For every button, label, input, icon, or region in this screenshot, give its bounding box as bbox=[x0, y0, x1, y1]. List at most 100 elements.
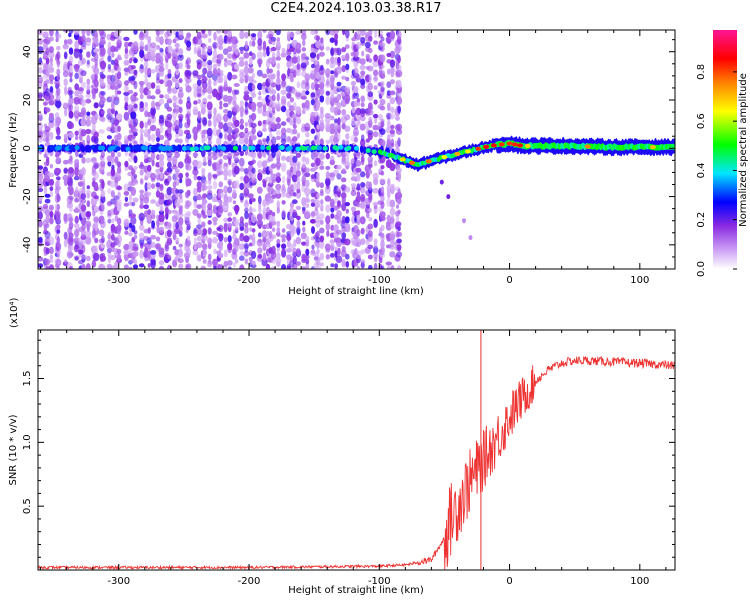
noise-blob bbox=[139, 178, 144, 183]
ridge-base bbox=[362, 146, 367, 154]
noise-blob bbox=[85, 119, 92, 127]
noise-blob bbox=[167, 209, 172, 215]
noise-blob bbox=[350, 80, 357, 86]
noise-blob bbox=[287, 101, 291, 108]
noise-blob bbox=[239, 150, 244, 157]
noise-blob bbox=[167, 254, 172, 260]
noise-blob bbox=[330, 243, 335, 250]
noise-blob bbox=[305, 132, 310, 138]
noise-blob bbox=[212, 230, 218, 235]
noise-blob bbox=[186, 189, 191, 197]
noise-blob bbox=[48, 36, 54, 42]
noise-blob bbox=[56, 94, 61, 102]
noise-blob bbox=[319, 165, 325, 170]
noise-blob bbox=[45, 156, 50, 162]
noise-blob bbox=[139, 237, 145, 246]
noise-blob bbox=[280, 95, 287, 105]
noise-blob bbox=[192, 106, 198, 114]
noise-blob bbox=[133, 128, 138, 133]
noise-blob bbox=[337, 200, 341, 207]
noise-blob bbox=[100, 253, 105, 257]
noise-blob bbox=[329, 37, 335, 43]
noise-blob bbox=[233, 165, 240, 175]
noise-blob bbox=[78, 48, 83, 54]
noise-blob bbox=[396, 30, 402, 40]
noise-blob bbox=[81, 117, 86, 124]
noise-blob bbox=[336, 81, 342, 87]
noise-blob bbox=[45, 129, 50, 139]
noise-blob bbox=[296, 132, 300, 139]
noise-blob bbox=[98, 229, 105, 237]
noise-blob bbox=[380, 165, 385, 170]
noise-blob bbox=[360, 249, 366, 255]
noise-blob bbox=[271, 189, 277, 197]
noise-blob bbox=[223, 217, 229, 223]
noise-blob bbox=[156, 72, 160, 81]
noise-blob bbox=[68, 186, 74, 196]
snr-frame bbox=[37, 329, 676, 571]
noise-blob bbox=[213, 79, 217, 86]
ridge-core bbox=[115, 146, 121, 152]
noise-blob bbox=[314, 30, 318, 35]
noise-blob bbox=[156, 154, 160, 161]
noise-blob bbox=[337, 117, 341, 126]
noise-blob bbox=[123, 91, 130, 96]
noise-blob bbox=[390, 138, 395, 147]
noise-blob bbox=[159, 79, 164, 85]
noise-blob bbox=[276, 37, 280, 42]
noise-blob bbox=[310, 202, 316, 208]
noise-blob bbox=[262, 199, 267, 208]
noise-blob bbox=[270, 102, 277, 110]
noise-blob bbox=[150, 241, 156, 248]
noise-blob bbox=[139, 41, 145, 47]
noise-blob bbox=[80, 40, 87, 47]
noise-blob bbox=[367, 223, 374, 230]
noise-blob bbox=[251, 84, 256, 91]
noise-blob bbox=[372, 187, 379, 194]
noise-blob bbox=[276, 252, 281, 260]
noise-blob bbox=[178, 106, 183, 114]
noise-blob bbox=[177, 89, 184, 99]
noise-blob bbox=[395, 146, 400, 154]
noise-blob bbox=[239, 30, 245, 40]
noise-blob bbox=[49, 163, 54, 169]
noise-blob bbox=[144, 182, 148, 192]
noise-blob bbox=[73, 223, 80, 228]
noise-blob bbox=[93, 205, 99, 213]
noise-blob bbox=[207, 220, 212, 225]
noise-blob bbox=[185, 133, 192, 140]
noise-blob bbox=[295, 261, 301, 266]
colorbar-tick-label: 0.8 bbox=[696, 64, 707, 80]
noise-blob bbox=[123, 111, 130, 121]
noise-blob bbox=[389, 113, 396, 120]
noise-blob bbox=[207, 45, 213, 53]
noise-blob bbox=[251, 159, 256, 164]
noise-blob bbox=[301, 156, 307, 163]
noise-blob bbox=[154, 243, 162, 250]
noise-blob bbox=[341, 245, 346, 253]
noise-blob bbox=[111, 157, 115, 164]
noise-blob bbox=[257, 160, 263, 169]
ridge-hotspot bbox=[584, 144, 591, 149]
noise-blob bbox=[116, 248, 122, 255]
noise-blob bbox=[55, 258, 62, 267]
noise-blob bbox=[155, 45, 161, 50]
noise-blob bbox=[48, 264, 55, 269]
noise-blob bbox=[159, 36, 164, 46]
noise-blob bbox=[124, 51, 129, 60]
noise-blob bbox=[268, 209, 273, 216]
noise-blob bbox=[309, 167, 317, 172]
noise-blob bbox=[116, 79, 123, 89]
noise-blob bbox=[158, 192, 165, 200]
noise-blob bbox=[251, 228, 256, 233]
noise-blob bbox=[292, 128, 298, 135]
noise-blob bbox=[336, 47, 342, 56]
noise-blob bbox=[155, 236, 161, 242]
noise-blob bbox=[243, 52, 250, 59]
noise-blob bbox=[74, 130, 79, 136]
noise-blob bbox=[93, 136, 99, 144]
noise-blob bbox=[44, 126, 51, 132]
noise-blob bbox=[301, 162, 306, 169]
noise-blob bbox=[257, 169, 262, 174]
